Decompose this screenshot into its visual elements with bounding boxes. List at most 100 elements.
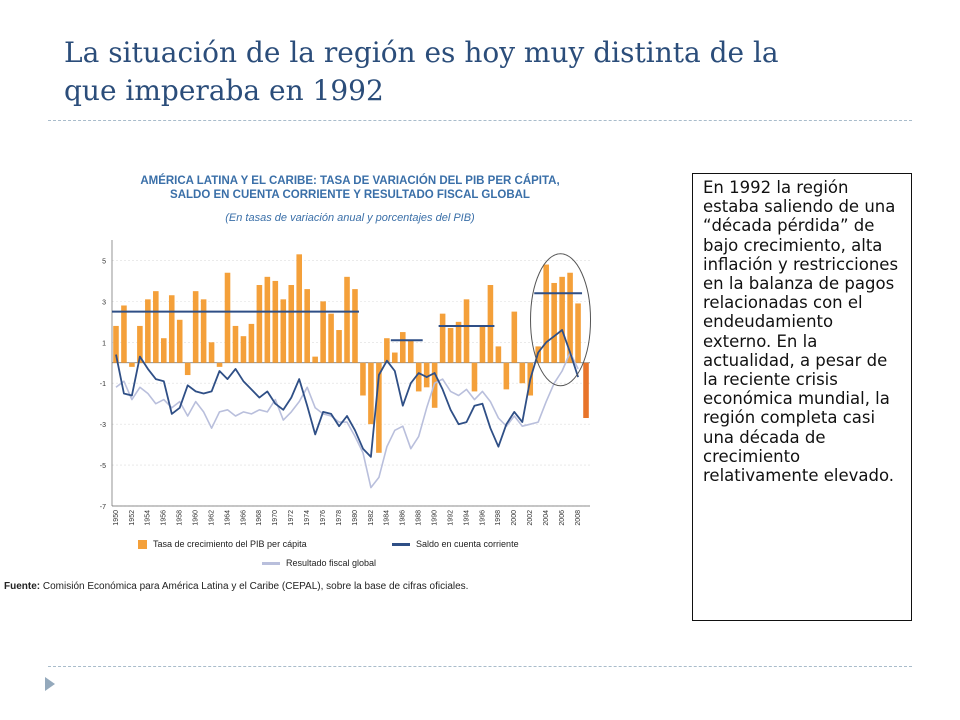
gdp-bar (232, 325, 239, 363)
gdp-bar (320, 301, 326, 363)
x-tick-label: 1994 (463, 510, 470, 526)
x-tick-label: 1986 (400, 510, 407, 526)
x-tick-label: 1978 (336, 510, 343, 526)
x-tick-label: 2004 (543, 510, 550, 526)
chart-title-line-1: AMÉRICA LATINA Y EL CARIBE: TASA DE VARI… (140, 175, 560, 187)
legend-fiscal: Resultado fiscal global (262, 558, 376, 568)
gdp-bar (296, 254, 303, 363)
gdp-bar (447, 327, 454, 363)
x-tick-label: 1962 (208, 510, 215, 526)
y-tick-label: -7 (100, 504, 106, 511)
y-tick-label: -3 (100, 422, 106, 429)
gdp-bar (519, 362, 526, 384)
x-tick-label: 1970 (272, 510, 279, 526)
chart-figure: AMÉRICA LATINA Y EL CARIBE: TASA DE VARI… (92, 162, 608, 626)
gdp-bar (288, 285, 295, 363)
gdp-bar (168, 295, 175, 363)
gdp-bar (415, 362, 422, 392)
gdp-bar (439, 313, 446, 363)
gdp-bar (384, 338, 390, 363)
legend-current-account-swatch (392, 543, 410, 547)
gdp-bar (129, 362, 135, 367)
gdp-bar (376, 362, 382, 453)
gdp-bar (495, 346, 502, 363)
slide-body-text: En 1992 la región estaba saliendo de una… (692, 173, 912, 621)
x-tick-label: 2000 (511, 510, 518, 526)
gdp-bar (256, 285, 263, 363)
gdp-bar (160, 338, 167, 363)
gdp-bar (272, 280, 279, 363)
x-tick-label: 1950 (113, 510, 120, 526)
chart-plot: 5 3 1 -1 -3 -5 -7 1950 1952 1954 1956 1958 1960 1962 1… (100, 240, 592, 526)
gdp-bar (463, 299, 470, 363)
source-text: Comisión Económica para América Latina y… (42, 581, 469, 592)
x-tick-label: 1976 (320, 510, 327, 526)
gdp-bar (312, 356, 318, 363)
highlight-ellipse (530, 253, 592, 387)
gdp-bar (240, 336, 247, 363)
gdp-bar (455, 321, 462, 363)
gdp-bar (224, 272, 231, 363)
gdp-bar (304, 289, 310, 363)
slide-title-line-2: que imperaba en 1992 (64, 74, 384, 107)
chart-title: AMÉRICA LATINA Y EL CARIBE: TASA DE VARI… (92, 174, 608, 202)
gdp-bar (392, 352, 398, 363)
gdp-bar (368, 362, 374, 425)
footer-divider (48, 666, 912, 667)
legend-gdp: Tasa de crecimiento del PIB per cápita (138, 539, 307, 550)
gdp-bar (145, 299, 151, 363)
gdp-bar (543, 264, 549, 363)
gdp-bar (121, 305, 127, 363)
gdp-bar (399, 332, 406, 363)
x-tick-label: 1956 (161, 510, 168, 526)
legend-gdp-label: Tasa de crecimiento del PIB per cápita (153, 539, 307, 549)
gdp-bar (184, 362, 191, 376)
gdp-bar (559, 276, 565, 363)
y-tick-label: -5 (100, 463, 106, 470)
gdp-bar (479, 325, 486, 363)
x-tick-label: 1952 (129, 510, 136, 526)
gdp-bar (208, 342, 215, 363)
gdp-bar (471, 362, 478, 392)
gdp-bar (336, 330, 342, 363)
legend-current-account: Saldo en cuenta corriente (392, 539, 519, 549)
gdp-bar (248, 323, 255, 363)
slide-title-line-1: La situación de la región es hoy muy dis… (64, 36, 779, 69)
x-tick-label: 2002 (527, 510, 534, 526)
x-tick-label: 1998 (495, 510, 502, 526)
title-divider (48, 120, 912, 121)
gdp-bar (113, 325, 119, 363)
current-account-line (115, 329, 579, 458)
gdp-bar (280, 299, 287, 363)
gdp-bar (200, 299, 207, 363)
x-tick-label: 1968 (256, 510, 263, 526)
gdp-bar (503, 362, 510, 390)
slide-title: La situación de la región es hoy muy dis… (64, 34, 884, 110)
chart-source: Fuente: Comisión Económica para América … (4, 580, 504, 593)
x-tick-label: 1992 (447, 510, 454, 526)
y-tick-label: -1 (100, 381, 106, 388)
source-label: Fuente: (4, 581, 41, 592)
x-tick-label: 1988 (416, 510, 423, 526)
x-tick-label: 1982 (368, 510, 375, 526)
x-tick-label: 1990 (431, 510, 438, 526)
gdp-bar (407, 340, 414, 363)
gdp-bar (352, 289, 358, 363)
gdp-bar (551, 282, 557, 363)
x-tick-label: 1966 (240, 510, 247, 526)
legend-fiscal-swatch (262, 562, 280, 566)
gdp-bar (487, 285, 494, 363)
x-tick-label: 1964 (224, 510, 231, 526)
x-tick-label: 1960 (192, 510, 199, 526)
gdp-bar (176, 319, 183, 363)
gdp-bar (423, 362, 430, 388)
y-tick-label: 1 (102, 340, 106, 347)
gdp-bar (575, 303, 581, 363)
x-tick-label: 2006 (559, 510, 566, 526)
gdp-bar (192, 291, 199, 363)
x-tick-label: 1954 (145, 510, 152, 526)
gdp-bar (360, 362, 366, 396)
gdp-bar (137, 325, 143, 363)
x-tick-label: 1980 (352, 510, 359, 526)
x-tick-label: 2008 (575, 510, 582, 526)
